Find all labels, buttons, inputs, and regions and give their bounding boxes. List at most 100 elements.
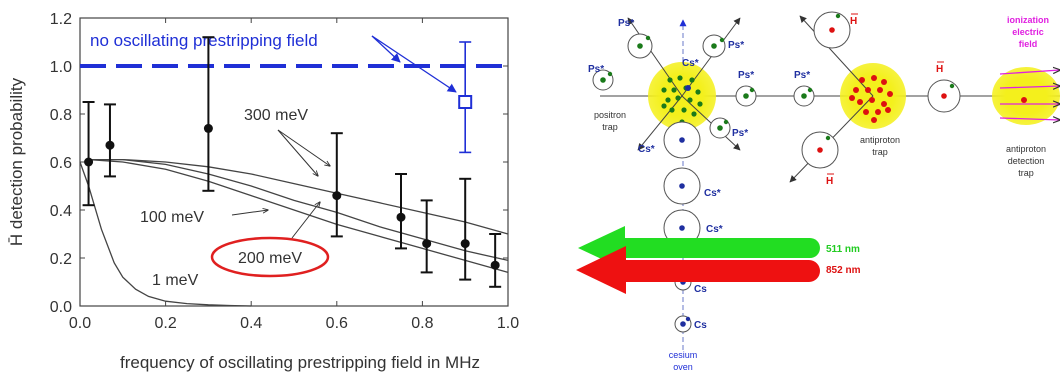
antiproton-trap-label: antiproton trap bbox=[860, 135, 900, 157]
ps-atom-electron bbox=[749, 87, 755, 93]
antiproton bbox=[887, 91, 893, 97]
positron bbox=[661, 87, 667, 93]
ps-atom-core bbox=[717, 125, 723, 131]
cs-atom-label: Cs bbox=[694, 320, 707, 331]
y-tick-label: 0.8 bbox=[50, 107, 72, 124]
laser-852nm bbox=[576, 246, 820, 294]
svg-text:antiproton: antiproton bbox=[860, 135, 900, 145]
laser-852-label: 852 nm bbox=[826, 265, 861, 276]
detection-probability-chart: 0.0 0.2 0.4 0.6 0.8 1.00.00.20.40.60.81.01.2 … bbox=[7, 11, 519, 372]
y-tick-label: 0.4 bbox=[50, 203, 72, 220]
reference-point bbox=[458, 95, 473, 109]
reference-arrow bbox=[371, 35, 401, 63]
hbar-atom-electron bbox=[825, 135, 831, 141]
svg-text:trap: trap bbox=[602, 122, 618, 132]
x-tick-label: 0.4 bbox=[240, 315, 262, 332]
positron-cloud bbox=[661, 75, 703, 125]
reference-line: no oscillating prestripping field bbox=[80, 31, 508, 154]
antiproton bbox=[875, 109, 881, 115]
positron bbox=[665, 97, 671, 103]
ionization-label: ionization electric field bbox=[1007, 15, 1049, 49]
cs-star-atom-core bbox=[679, 137, 685, 143]
data-points bbox=[82, 36, 502, 288]
x-tick-label: 0.8 bbox=[411, 315, 433, 332]
x-tick-label: 1.0 bbox=[497, 315, 519, 332]
svg-text:trap: trap bbox=[872, 147, 888, 157]
svg-text:detection: detection bbox=[1008, 156, 1045, 166]
ps-atom-electron bbox=[807, 87, 813, 93]
ps-atom-label: Ps* bbox=[588, 64, 604, 75]
data-point bbox=[332, 191, 342, 201]
data-point bbox=[396, 212, 406, 222]
atoms: Ps* Ps* Ps* Ps* Ps* Ps* Cs* Cs* Cs* Cs* Cs Cs H H H bbox=[588, 11, 1027, 333]
data-point bbox=[105, 140, 115, 150]
detection-trap-glow bbox=[992, 67, 1060, 125]
positron bbox=[671, 87, 677, 93]
hbar-atom-electron bbox=[949, 83, 955, 89]
highlight-ellipse bbox=[210, 236, 330, 278]
detection-trap-label: antiproton detection trap bbox=[1006, 144, 1046, 178]
cs-star-atom-label: Cs* bbox=[704, 188, 721, 199]
svg-text:trap: trap bbox=[1018, 168, 1034, 178]
curve-300-mev bbox=[88, 158, 509, 235]
svg-text:ionization: ionization bbox=[1007, 15, 1049, 25]
curve-annotations: 1 meV 100 meV 300 meV 200 meV bbox=[140, 107, 330, 289]
positron bbox=[687, 97, 693, 103]
y-tick-label: 0.2 bbox=[50, 251, 72, 268]
svg-text:antiproton: antiproton bbox=[1006, 144, 1046, 154]
positron bbox=[691, 111, 697, 117]
x-tick-label: 0.6 bbox=[326, 315, 348, 332]
axis-ticks: 0.0 0.2 0.4 0.6 0.8 1.0 0.0 0.2 0.4 0.6 0.8 1.0 1.2 bbox=[50, 11, 519, 332]
positron bbox=[697, 101, 703, 107]
cs-atom-label: Cs bbox=[694, 284, 707, 295]
curve-200-mev bbox=[88, 158, 509, 262]
x-tick-label: 0.2 bbox=[154, 315, 176, 332]
arrow-300mev bbox=[277, 129, 318, 176]
data-point bbox=[490, 260, 500, 270]
antiproton-cloud bbox=[849, 75, 893, 123]
antiproton bbox=[857, 99, 863, 105]
cesium-oven-label: cesium oven bbox=[669, 350, 698, 372]
cs-star-label: Cs* bbox=[682, 58, 699, 69]
ps-atom-electron bbox=[723, 119, 729, 125]
ps-atom-core bbox=[801, 93, 807, 99]
y-tick-label: 1.0 bbox=[50, 59, 72, 76]
y-tick-label: 0.0 bbox=[50, 299, 72, 316]
ionization-field-lines bbox=[999, 70, 1060, 120]
detected-antiproton bbox=[1021, 97, 1027, 103]
svg-text:positron: positron bbox=[594, 110, 626, 120]
ps-atom-core bbox=[600, 77, 606, 83]
ps-atom-label: Ps* bbox=[794, 70, 810, 81]
antiproton bbox=[859, 77, 865, 83]
antiproton bbox=[849, 95, 855, 101]
laser-511-label: 511 nm bbox=[826, 244, 860, 255]
cs-star-atom-label: Cs* bbox=[638, 144, 655, 155]
cs-star-atom-core bbox=[679, 183, 685, 189]
antiproton bbox=[871, 117, 877, 123]
ps-atom-label: Ps* bbox=[732, 128, 748, 139]
ps-atom-core bbox=[711, 43, 717, 49]
x-tick-label: 0.0 bbox=[69, 315, 91, 332]
hbar-atom-label: H bbox=[850, 16, 857, 27]
ps-atom-electron bbox=[645, 35, 651, 41]
x-axis-label: frequency of oscillating prestripping fi… bbox=[120, 353, 480, 372]
antiproton bbox=[881, 79, 887, 85]
antihydrogen-production-diagram: Ps* Ps* Ps* Ps* Ps* Ps* Cs* Cs* Cs* Cs* Cs Cs H H H 51… bbox=[576, 11, 1060, 372]
antiproton bbox=[885, 107, 891, 113]
positron bbox=[667, 77, 673, 83]
positron bbox=[677, 75, 683, 81]
hbar-atom-electron bbox=[835, 13, 841, 19]
ps-atom-label: Ps* bbox=[618, 18, 634, 29]
label-200mev: 200 meV bbox=[238, 250, 302, 267]
positron bbox=[661, 103, 667, 109]
cesium-ion bbox=[685, 85, 691, 91]
y-axis-label: H̄ detection probability bbox=[7, 77, 26, 246]
antiproton bbox=[869, 97, 875, 103]
data-point bbox=[203, 123, 213, 133]
ps-atom-core bbox=[637, 43, 643, 49]
ps-atom-label: Ps* bbox=[728, 40, 744, 51]
svg-text:oven: oven bbox=[673, 362, 693, 372]
positron bbox=[669, 107, 675, 113]
antiproton bbox=[877, 87, 883, 93]
